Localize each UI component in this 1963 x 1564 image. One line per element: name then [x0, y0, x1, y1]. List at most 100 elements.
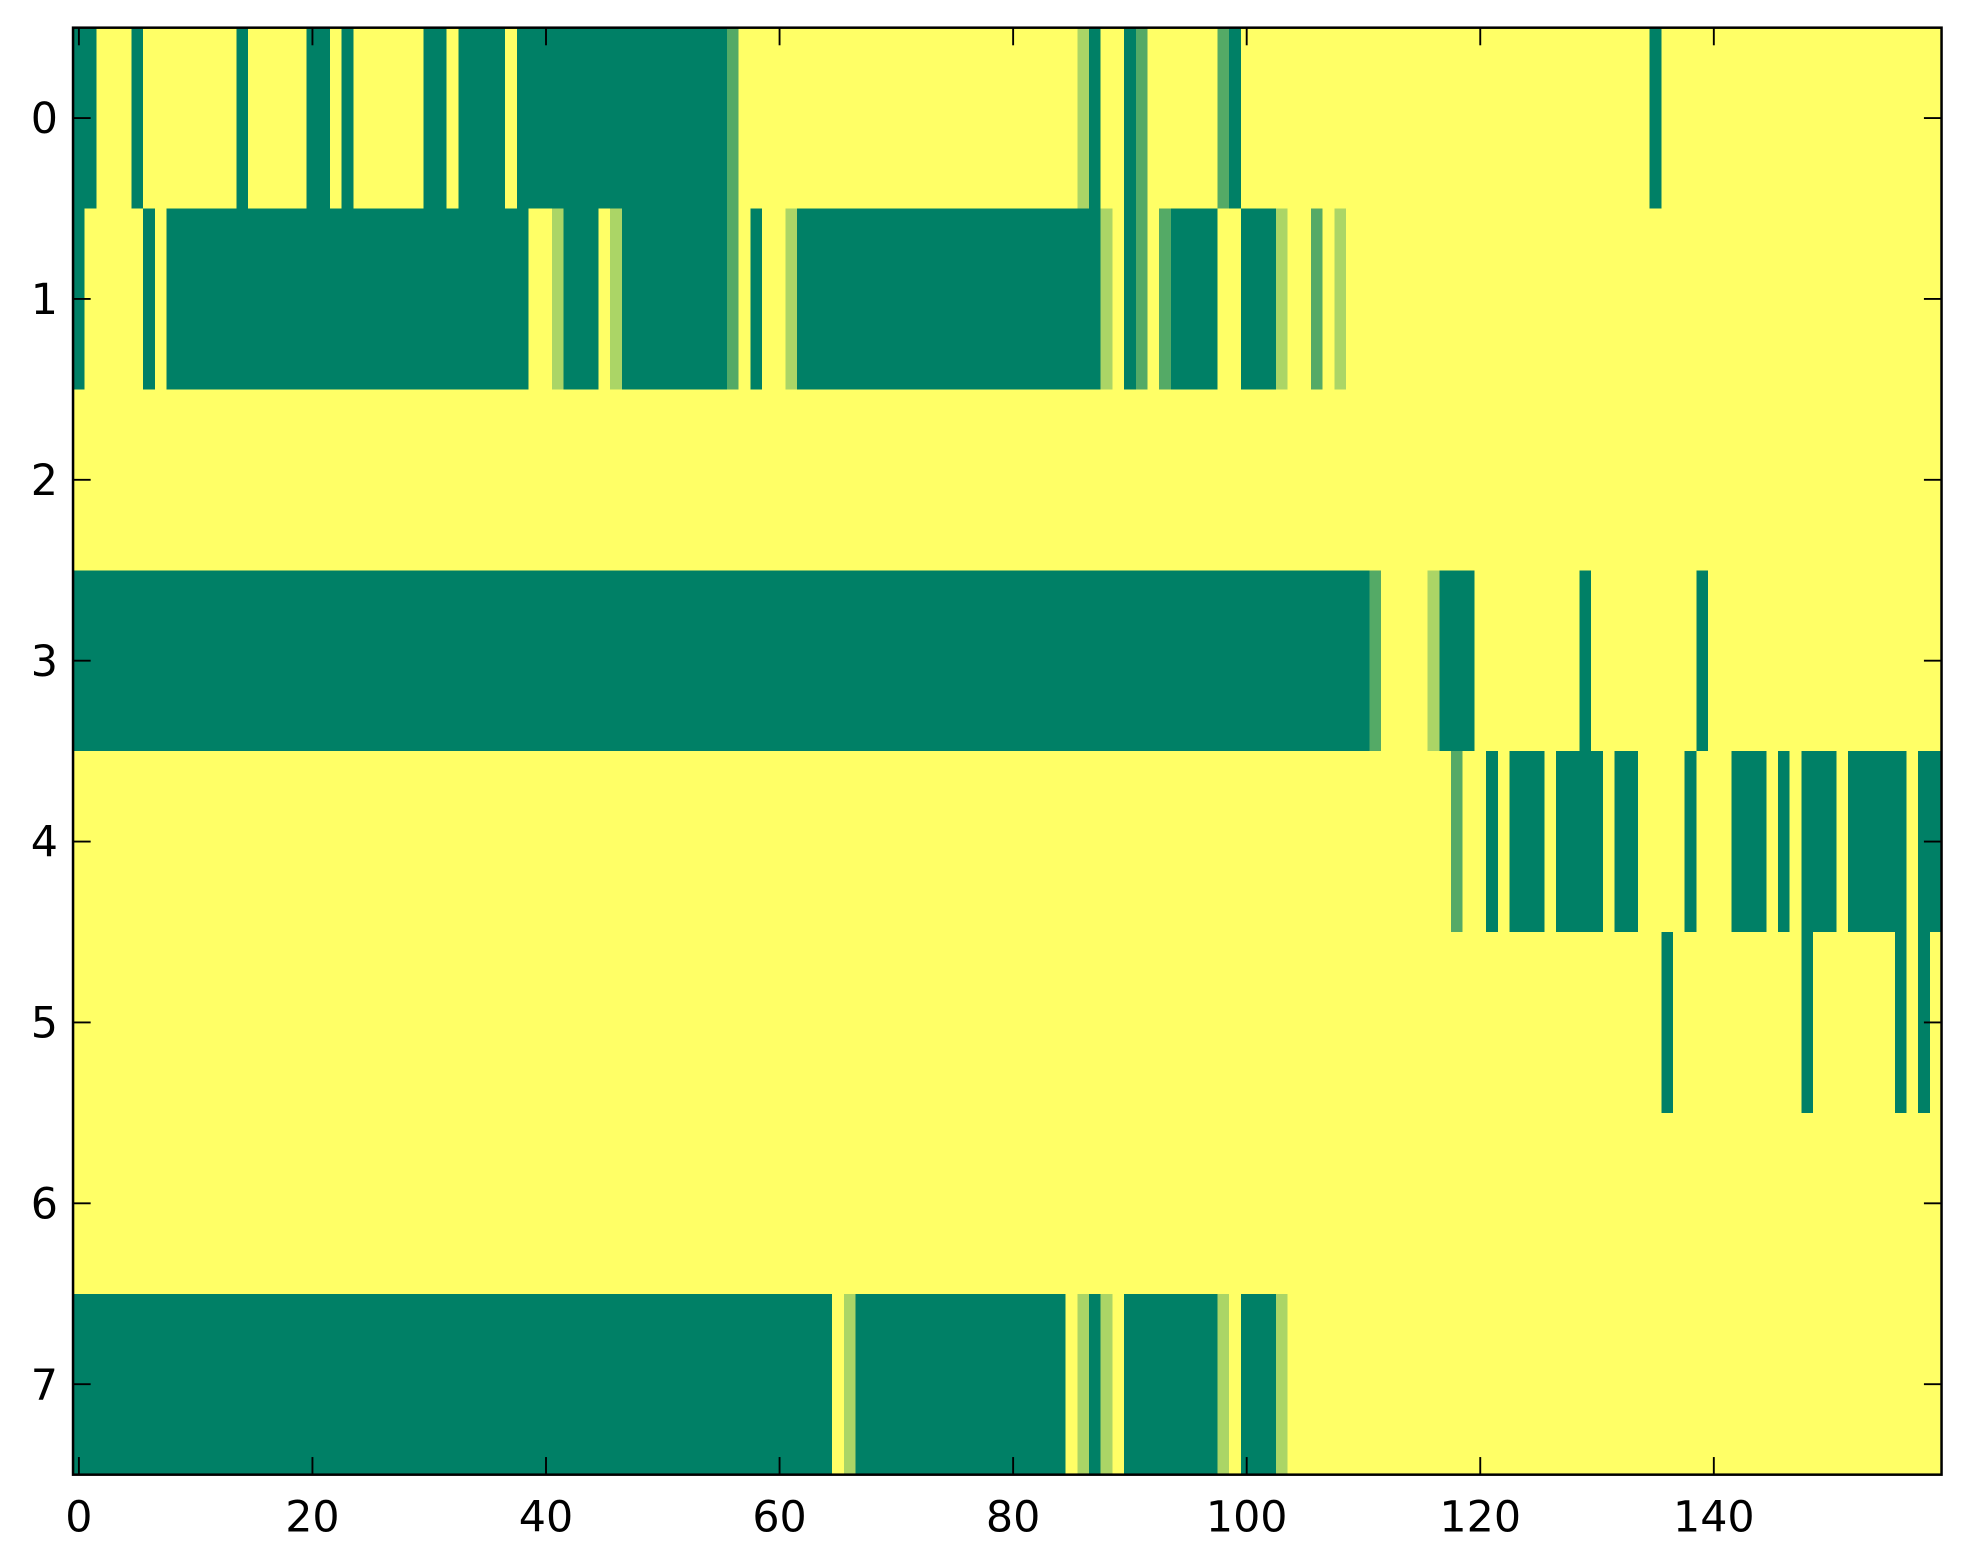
cell [1264, 570, 1277, 752]
cell [1404, 932, 1417, 1114]
cell [1684, 389, 1698, 572]
cell [1497, 570, 1511, 752]
cell [925, 208, 938, 391]
cell [937, 570, 950, 752]
cell [236, 1293, 249, 1476]
cell [1252, 208, 1265, 391]
cell [493, 1112, 506, 1295]
cell [1894, 27, 1908, 210]
cell [84, 27, 98, 210]
cell [1824, 570, 1838, 752]
cell [1439, 27, 1452, 210]
cell [435, 932, 448, 1114]
cell [1813, 208, 1826, 391]
cell [1789, 389, 1803, 572]
cell [925, 1293, 938, 1476]
cell [1871, 389, 1884, 572]
cell [1789, 1112, 1803, 1295]
cell [108, 27, 121, 210]
cell [540, 1112, 553, 1295]
cell [1322, 1293, 1336, 1476]
cell [1427, 1112, 1441, 1295]
cell [1836, 389, 1849, 572]
cell [575, 389, 588, 572]
cell [1275, 1112, 1289, 1295]
cell [411, 932, 425, 1114]
cell [797, 208, 810, 391]
cell [645, 1112, 658, 1295]
cell [1089, 1293, 1102, 1476]
cell [902, 751, 915, 933]
cell [154, 1293, 168, 1476]
cell [166, 751, 179, 933]
x-tick-label: 120 [1439, 1492, 1521, 1542]
cell [832, 1112, 845, 1295]
cell [1217, 570, 1230, 752]
cell [1894, 932, 1908, 1114]
cell [586, 570, 600, 752]
cell [855, 570, 868, 752]
cell [1754, 1112, 1768, 1295]
cell [1731, 751, 1744, 933]
cell [1205, 932, 1219, 1114]
cell [820, 570, 833, 752]
cell [762, 932, 775, 1114]
cell [855, 27, 868, 210]
cell [656, 1112, 670, 1295]
cell [458, 570, 471, 752]
cell [1462, 932, 1476, 1114]
cell [1217, 208, 1230, 391]
cell [1170, 751, 1184, 933]
cell [1649, 27, 1663, 210]
cell [586, 932, 600, 1114]
cell [1637, 1112, 1651, 1295]
cell [1521, 389, 1534, 572]
cell [376, 208, 390, 391]
cell [376, 389, 390, 572]
cell [1789, 932, 1803, 1114]
cell [1054, 208, 1067, 391]
cell [890, 751, 903, 933]
cell [1147, 208, 1160, 391]
cell [1264, 1293, 1277, 1476]
cell [388, 1112, 401, 1295]
cell [1602, 1112, 1616, 1295]
cell [1124, 1112, 1137, 1295]
cell [283, 1293, 296, 1476]
cell [236, 208, 249, 391]
cell [948, 389, 962, 572]
cell [551, 27, 565, 210]
cell [516, 208, 530, 391]
cell [1100, 751, 1114, 933]
cell [259, 208, 273, 391]
cell [353, 27, 366, 210]
cell [1859, 932, 1873, 1114]
cell [1778, 1293, 1791, 1476]
cell [1054, 27, 1067, 210]
cell [528, 570, 541, 752]
cell [890, 389, 903, 572]
cell [1042, 751, 1055, 933]
cell [1077, 570, 1090, 752]
cell [341, 208, 355, 391]
cell [773, 1293, 787, 1476]
cell [411, 208, 425, 391]
cell [843, 389, 857, 572]
cell [995, 1112, 1009, 1295]
cell [773, 932, 787, 1114]
cell [668, 208, 682, 391]
cell [1521, 27, 1534, 210]
cell [1135, 389, 1149, 572]
cell [1380, 27, 1394, 210]
cell [1147, 751, 1160, 933]
cell [1264, 932, 1277, 1114]
cell [119, 208, 133, 391]
cell [750, 27, 763, 210]
cell [937, 751, 950, 933]
cell [960, 27, 974, 210]
cell [785, 1112, 798, 1295]
x-tick-label: 20 [285, 1492, 339, 1542]
cell [1042, 389, 1055, 572]
cell [1813, 570, 1826, 752]
cell [1848, 1293, 1861, 1476]
